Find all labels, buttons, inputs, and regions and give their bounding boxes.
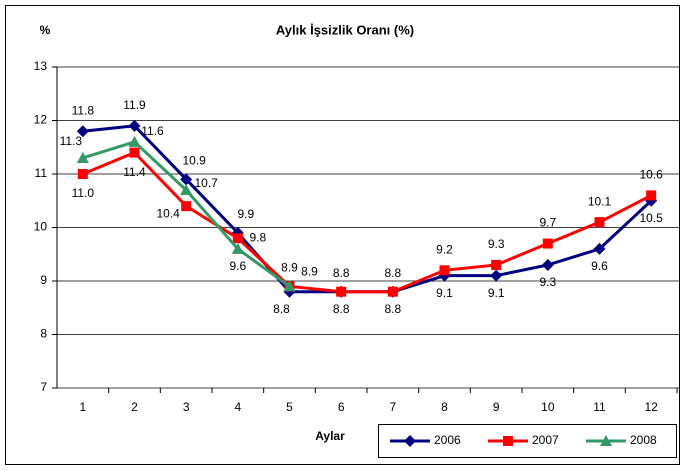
data-label: 10.7	[194, 176, 218, 190]
data-label: 8.8	[384, 302, 401, 316]
x-tick-label: 7	[389, 400, 396, 414]
legend-label: 2007	[532, 433, 559, 447]
data-label: 8.8	[333, 266, 350, 280]
marker	[593, 242, 606, 255]
marker	[77, 169, 88, 179]
data-label: 9.1	[436, 286, 453, 300]
data-label: 9.8	[249, 230, 266, 244]
x-tick-label: 10	[541, 400, 555, 414]
data-label: 9.3	[488, 237, 505, 251]
marker	[128, 119, 141, 132]
data-label: 8.9	[281, 261, 298, 275]
y-tick-label: 10	[34, 220, 48, 234]
marker	[594, 217, 605, 228]
marker	[336, 286, 347, 297]
marker	[180, 184, 193, 196]
chart-title: Aylık İşsizlik Oranı (%)	[276, 22, 414, 37]
y-axis-label: %	[40, 23, 51, 37]
x-tick-label: 8	[441, 400, 448, 414]
x-tick-label: 11	[593, 400, 606, 414]
data-label: 8.8	[333, 302, 350, 316]
data-label: 10.4	[156, 206, 180, 220]
data-label: 8.8	[384, 266, 401, 280]
data-label: 11.3	[60, 134, 83, 148]
marker	[439, 265, 450, 276]
x-tick-label: 1	[79, 400, 86, 414]
data-label: 11.8	[72, 103, 95, 117]
marker	[646, 190, 657, 201]
marker	[404, 435, 416, 447]
x-tick-label: 3	[183, 400, 190, 414]
x-tick-label: 5	[286, 400, 293, 414]
y-tick-label: 11	[35, 166, 48, 180]
x-tick-label: 9	[493, 400, 500, 414]
data-label: 9.2	[436, 242, 453, 256]
data-label: 9.9	[237, 207, 254, 221]
marker	[491, 259, 502, 270]
data-label: 8.8	[273, 302, 290, 316]
data-label: 8.9	[301, 265, 318, 279]
data-label: 9.3	[539, 275, 556, 289]
marker	[503, 436, 513, 446]
marker	[490, 269, 503, 282]
x-axis-label: Aylar	[315, 429, 345, 443]
data-label: 10.5	[639, 211, 663, 225]
marker	[232, 233, 243, 244]
data-label: 9.6	[591, 259, 608, 273]
data-label: 11.0	[72, 186, 95, 200]
x-tick-label: 2	[131, 400, 138, 414]
data-label: 9.7	[539, 216, 556, 230]
data-label: 10.9	[182, 154, 206, 168]
legend-label: 2008	[630, 433, 657, 447]
marker	[129, 147, 140, 158]
chart-border	[5, 5, 680, 465]
marker	[600, 435, 612, 446]
marker	[128, 135, 141, 147]
series-line	[82, 150, 652, 294]
data-label: 10.1	[588, 194, 612, 208]
data-label: 9.1	[488, 286, 505, 300]
data-label: 10.6	[639, 168, 663, 182]
marker	[283, 280, 296, 292]
marker	[541, 258, 554, 271]
y-tick-label: 13	[34, 59, 48, 73]
legend-label: 2006	[434, 433, 461, 447]
data-label: 11.4	[123, 165, 146, 179]
y-tick-label: 7	[40, 380, 47, 394]
marker	[387, 286, 398, 297]
x-tick-label: 12	[644, 400, 658, 414]
data-label: 11.9	[123, 98, 146, 112]
x-tick-label: 6	[338, 400, 345, 414]
x-tick-label: 4	[234, 400, 241, 414]
data-label: 9.6	[229, 259, 246, 273]
marker	[542, 238, 553, 249]
marker	[76, 151, 89, 163]
marker	[181, 201, 192, 212]
y-tick-label: 8	[40, 327, 47, 341]
marker	[231, 242, 244, 254]
marker	[180, 173, 193, 186]
data-label: 11.6	[141, 124, 164, 138]
y-tick-label: 12	[34, 113, 48, 127]
y-tick-label: 9	[40, 273, 47, 287]
marker	[76, 125, 89, 138]
